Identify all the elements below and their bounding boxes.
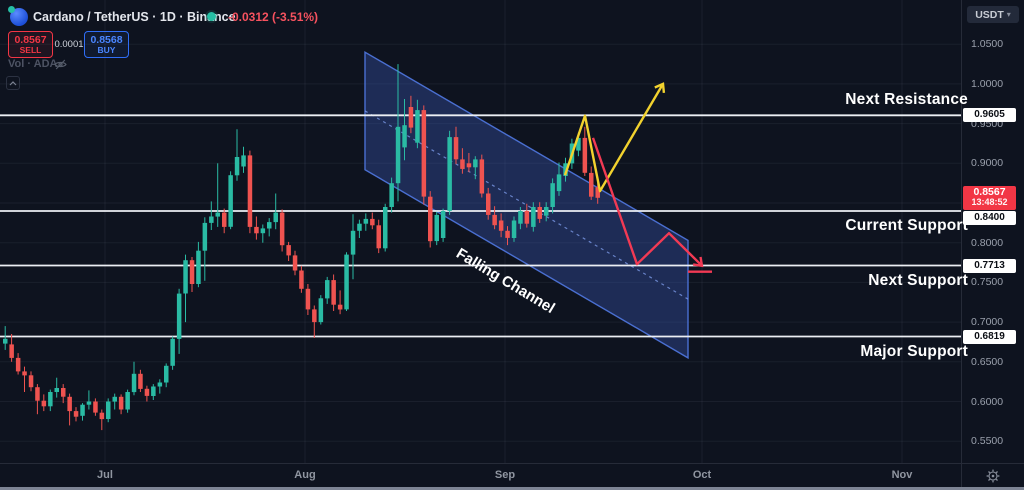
price-axis[interactable]: USDT ▾ 0.8567 13:48:52 1.0500 1.0000 0.950… xyxy=(961,0,1024,463)
chart-area[interactable] xyxy=(0,0,961,463)
sell-label: SELL xyxy=(19,44,42,55)
grid-layer xyxy=(0,0,961,463)
sell-button[interactable]: 0.8567 SELL xyxy=(8,31,53,58)
price-tick: 0.6000 xyxy=(971,395,1004,408)
chart-legend: Cardano / TetherUS · 1D · Binance -0.031… xyxy=(0,0,420,95)
time-axis-label: Nov xyxy=(891,469,913,481)
cardano-logo-icon xyxy=(8,6,28,26)
price-tick: 1.0000 xyxy=(971,77,1004,90)
chevron-down-icon: ▾ xyxy=(1006,10,1011,19)
sell-price: 0.8567 xyxy=(14,33,47,46)
candles-layer xyxy=(3,64,600,431)
symbol-title[interactable]: Cardano / TetherUS · 1D · Binance xyxy=(33,10,236,24)
volume-indicator-label: Vol · ADA xyxy=(8,58,58,70)
price-level-tag: 0.6819 xyxy=(963,329,1016,344)
gear-icon[interactable] xyxy=(986,469,1000,483)
price-tick: 0.6500 xyxy=(971,355,1004,368)
buy-button[interactable]: 0.8568 BUY xyxy=(84,31,129,58)
last-price-tag: 0.8567 13:48:52 xyxy=(963,185,1016,210)
red-projection-arrow[interactable] xyxy=(591,137,712,273)
axis-settings-corner[interactable] xyxy=(961,463,1024,487)
buy-label: BUY xyxy=(97,44,116,55)
time-axis-label: Jul xyxy=(97,469,113,481)
time-axis[interactable]: Jul Aug Sep Oct Nov xyxy=(0,463,961,487)
support-resistance-lines[interactable] xyxy=(0,114,961,338)
currency-selector-button[interactable]: USDT ▾ xyxy=(967,6,1019,23)
buy-price: 0.8568 xyxy=(90,33,123,46)
time-axis-label: Aug xyxy=(294,469,316,481)
price-tick: 0.5500 xyxy=(971,435,1004,448)
price-tick: 0.9000 xyxy=(971,157,1004,170)
price-tick: 1.0500 xyxy=(971,38,1004,51)
yellow-projection-arrow[interactable] xyxy=(563,82,666,193)
price-tick: 0.8000 xyxy=(971,236,1004,249)
price-level-tag: 0.9605 xyxy=(963,108,1016,123)
eye-hidden-icon[interactable] xyxy=(53,57,68,72)
time-axis-label: Oct xyxy=(692,469,712,481)
window-bottom-edge xyxy=(0,487,1024,490)
last-price-value: 0.8567 xyxy=(973,185,1006,198)
price-level-tag: 0.7713 xyxy=(963,258,1016,273)
price-tick: 0.7000 xyxy=(971,316,1004,329)
price-chart[interactable] xyxy=(0,0,961,463)
currency-label: USDT xyxy=(975,8,1004,21)
price-tick: 0.7500 xyxy=(971,276,1004,289)
price-level-tag: 0.8400 xyxy=(963,211,1016,226)
time-axis-label: Sep xyxy=(494,469,516,481)
market-status-dot-icon xyxy=(207,12,216,21)
price-change: -0.0312 (-3.51%) xyxy=(228,10,319,24)
collapse-pane-button[interactable] xyxy=(6,76,20,90)
bar-countdown: 13:48:52 xyxy=(971,197,1008,208)
spread-value: 0.0001 xyxy=(54,39,84,50)
logo-accent-dot-icon xyxy=(8,6,15,13)
